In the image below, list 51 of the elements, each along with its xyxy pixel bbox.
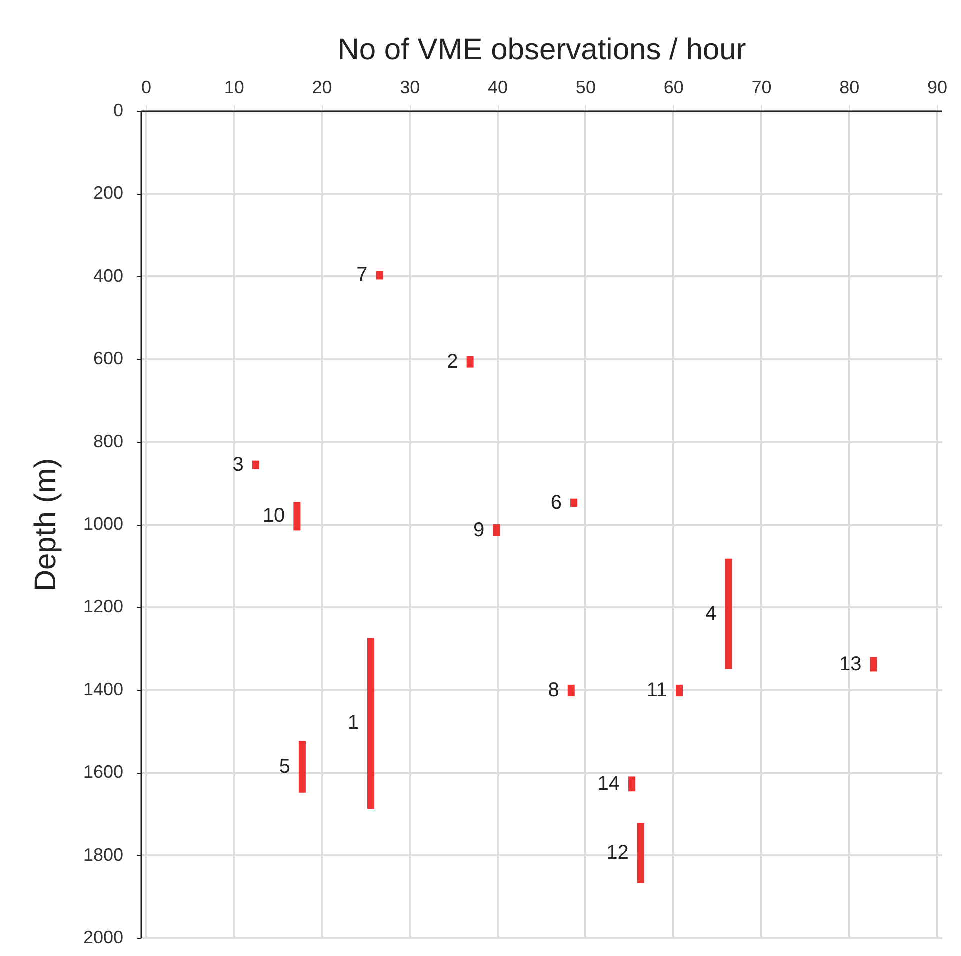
x-tick-label: 60	[664, 78, 684, 98]
bar	[725, 558, 732, 670]
bar	[367, 638, 374, 809]
x-tick-label: 20	[312, 78, 332, 98]
x-tick-label: 30	[400, 78, 420, 98]
y-tick-label: 1800	[83, 844, 124, 865]
annotation: 10	[262, 505, 286, 528]
x-tick-label: 0	[141, 78, 152, 98]
bar	[298, 741, 306, 793]
y-tick-label: 400	[93, 266, 124, 286]
bar	[493, 524, 500, 536]
x-tick-label: 50	[576, 78, 596, 98]
annotation: 1	[348, 712, 359, 734]
annotation: 14	[598, 773, 620, 796]
x-tick-label: 40	[488, 78, 508, 98]
bar	[466, 356, 474, 368]
annotation: 8	[548, 680, 560, 702]
y-tick-label: 1400	[83, 679, 124, 700]
bar	[376, 271, 384, 280]
annotation: 12	[606, 842, 629, 864]
annotation: 13	[839, 653, 862, 676]
y-tick-label: 800	[93, 431, 124, 452]
bar	[628, 776, 636, 792]
annotation: 5	[279, 756, 290, 778]
bar	[637, 823, 644, 884]
annotation: 4	[706, 602, 717, 625]
y-tick-label: 200	[93, 183, 124, 204]
bar	[252, 460, 260, 470]
bar	[676, 684, 683, 697]
y-tick-label: 600	[93, 348, 124, 369]
x-tick-label: 80	[840, 78, 860, 98]
y-tick-label: 0	[113, 100, 124, 120]
bar	[870, 657, 878, 672]
bar	[294, 502, 301, 531]
annotation: 11	[646, 680, 668, 702]
x-tick-label: 70	[752, 78, 772, 98]
annotation: 2	[447, 350, 458, 373]
annotation: 6	[550, 492, 562, 514]
y-tick-label: 1600	[83, 762, 124, 782]
annotation: 9	[474, 519, 485, 542]
annotation: 3	[232, 454, 244, 476]
x-axis-title: No of VME observations / hour	[338, 34, 746, 66]
y-tick-label: 1000	[83, 514, 124, 534]
x-tick-label: 90	[927, 78, 948, 98]
y-tick-label: 2000	[83, 928, 124, 948]
y-axis-title: Depth (m)	[29, 458, 62, 592]
x-tick-label: 10	[224, 78, 244, 98]
y-tick-label: 1200	[83, 596, 124, 617]
bar	[568, 684, 575, 697]
bar	[570, 498, 578, 508]
annotation: 7	[356, 264, 368, 286]
